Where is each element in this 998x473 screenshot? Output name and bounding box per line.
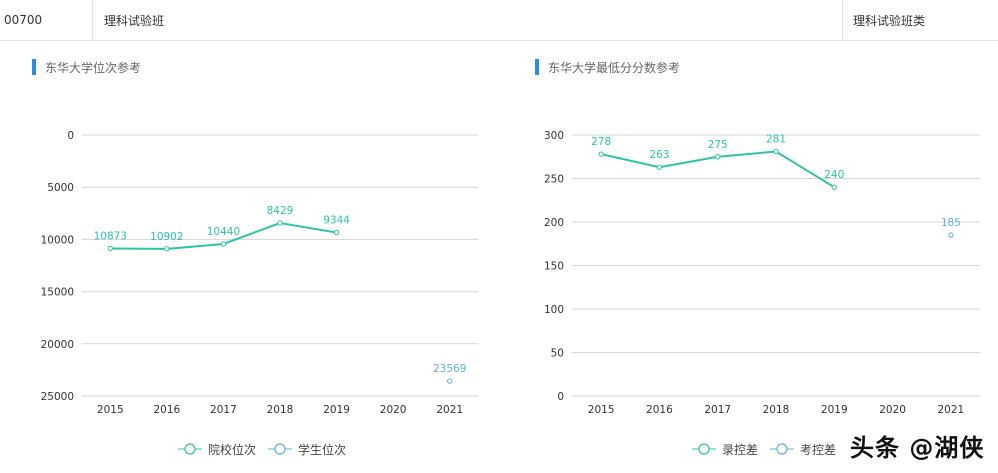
y-tick-label: 0 <box>557 391 564 403</box>
data-point-label: 275 <box>708 139 728 151</box>
data-point[interactable] <box>598 151 604 157</box>
major-info-row: 00700 理科试验班 理科试验班类 <box>0 0 998 41</box>
x-tick-label: 2020 <box>879 404 906 416</box>
legend-label: 录控差 <box>722 442 759 457</box>
x-tick-label: 2021 <box>436 404 463 416</box>
legend-student-rank[interactable]: 学生位次 <box>268 441 346 458</box>
x-tick-label: 2018 <box>763 404 790 416</box>
legend-exam-diff[interactable]: 考控差 <box>770 441 836 458</box>
data-point[interactable] <box>948 232 954 238</box>
rank-line-chart: 0 5000 10000 15000 20000 25000 2015 2016 2017 201… <box>41 130 478 416</box>
legend-circle-icon <box>268 443 293 455</box>
rank-chart-title: 东华大学位次参考 <box>32 59 141 75</box>
score-chart-title-text: 东华大学最低分分数参考 <box>548 60 681 75</box>
data-point-label: 10440 <box>207 226 240 238</box>
legend-label: 学生位次 <box>298 442 347 457</box>
x-tick-label: 2017 <box>704 404 731 416</box>
y-tick-label: 0 <box>67 130 74 142</box>
data-point[interactable] <box>107 245 113 252</box>
data-point-label: 263 <box>649 149 669 161</box>
rank-chart-legend: 院校位次 学生位次 <box>178 440 358 458</box>
data-point-label: 281 <box>766 134 786 146</box>
rank-chart-title-text: 东华大学位次参考 <box>45 60 142 75</box>
data-point[interactable] <box>656 164 663 170</box>
y-tick-label: 250 <box>544 174 564 186</box>
watermark-text: 头条 @湖侠 <box>850 434 985 462</box>
legend-school-rank[interactable]: 院校位次 <box>178 441 256 458</box>
x-tick-label: 2019 <box>821 404 848 416</box>
x-tick-label: 2017 <box>210 404 237 416</box>
data-point-label: 8429 <box>267 205 294 217</box>
data-point[interactable] <box>773 148 779 155</box>
x-tick-label: 2016 <box>153 404 180 416</box>
legend-label: 院校位次 <box>208 442 257 457</box>
x-tick-label: 2015 <box>588 404 615 416</box>
x-tick-label: 2021 <box>937 404 964 416</box>
title-accent-bar <box>535 59 539 75</box>
data-point[interactable] <box>831 184 837 190</box>
y-tick-label: 300 <box>544 130 564 142</box>
data-point-label: 23569 <box>433 363 466 375</box>
legend-admission-diff[interactable]: 录控差 <box>692 441 758 458</box>
legend-circle-icon <box>178 443 202 455</box>
data-point[interactable] <box>715 154 721 160</box>
score-chart-title: 东华大学最低分分数参考 <box>535 59 680 75</box>
score-line-chart: 300 250 200 150 100 50 0 2015 2016 2017 2018 2019 20… <box>544 130 980 416</box>
data-point[interactable] <box>220 241 227 247</box>
major-name: 理科试验班 <box>93 0 843 40</box>
data-point[interactable] <box>164 246 170 252</box>
x-tick-label: 2015 <box>97 404 124 416</box>
y-tick-label: 150 <box>544 261 564 273</box>
y-tick-label: 5000 <box>47 182 74 194</box>
data-point-label: 10902 <box>150 231 183 243</box>
data-point[interactable] <box>277 220 283 226</box>
y-tick-label: 25000 <box>41 391 74 403</box>
y-tick-label: 15000 <box>41 287 74 299</box>
x-tick-label: 2018 <box>267 404 294 416</box>
data-point-label: 185 <box>941 217 961 229</box>
legend-circle-icon <box>770 443 795 455</box>
data-point[interactable] <box>447 378 453 384</box>
x-tick-label: 2020 <box>380 404 407 416</box>
y-tick-label: 10000 <box>41 234 74 246</box>
legend-label: 考控差 <box>800 442 837 457</box>
major-category: 理科试验班类 <box>853 13 926 28</box>
data-point-label: 10873 <box>94 231 127 243</box>
y-tick-label: 100 <box>544 304 564 316</box>
y-tick-label: 20000 <box>41 339 74 351</box>
y-tick-label: 50 <box>551 348 564 360</box>
score-chart-legend: 录控差 考控差 <box>692 440 848 458</box>
major-code: 00700 <box>0 0 93 40</box>
x-tick-label: 2016 <box>646 404 673 416</box>
data-point-label: 9344 <box>323 215 350 227</box>
legend-circle-icon <box>692 443 716 455</box>
x-tick-label: 2019 <box>323 404 350 416</box>
title-accent-bar <box>32 59 36 75</box>
y-tick-label: 200 <box>544 217 564 229</box>
data-point[interactable] <box>333 229 340 236</box>
data-point-label: 240 <box>824 169 844 181</box>
data-point-label: 278 <box>591 136 611 148</box>
